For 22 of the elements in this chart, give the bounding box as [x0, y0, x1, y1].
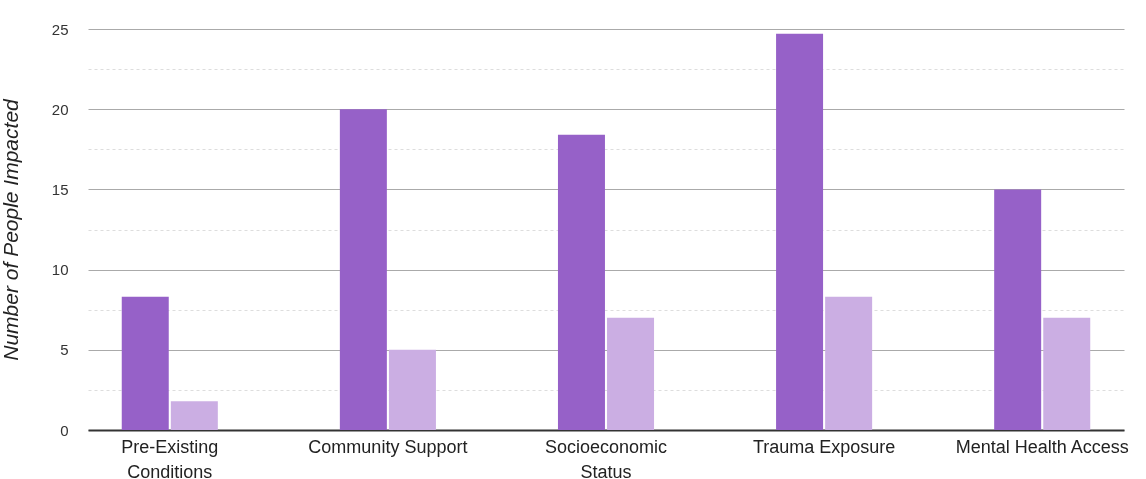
- bar: [388, 349, 436, 430]
- bar: [994, 189, 1042, 430]
- bar: [1043, 317, 1091, 430]
- x-tick-label: Mental Health Access: [955, 436, 1129, 457]
- y-axis-title: Number of People Impacted: [0, 97, 22, 361]
- y-tick-label: 10: [51, 261, 69, 279]
- x-tick-label: Trauma Exposure: [752, 436, 896, 457]
- bar: [776, 33, 824, 430]
- y-tick-label: 0: [60, 421, 69, 439]
- bar: [339, 109, 387, 430]
- bar: [825, 296, 873, 430]
- bar: [557, 134, 605, 430]
- bar: [170, 401, 218, 430]
- y-tick-label: 20: [51, 100, 69, 118]
- bar: [607, 317, 655, 430]
- y-tick-label: 15: [51, 180, 69, 198]
- y-tick-label: 25: [51, 20, 69, 38]
- x-tick-label: Community Support: [308, 436, 468, 457]
- y-tick-label: 5: [60, 341, 69, 359]
- x-tick-label: Pre-Existing Conditions: [121, 436, 219, 479]
- x-tick-label: Socioeconomic Status: [544, 436, 668, 479]
- bar: [121, 296, 169, 430]
